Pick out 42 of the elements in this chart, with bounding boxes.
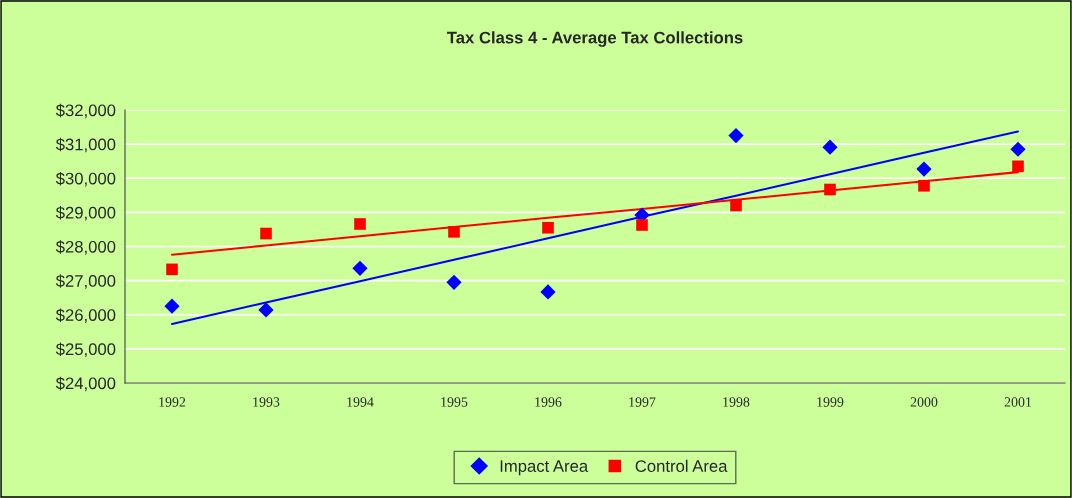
y-tick-label: $29,000 (55, 206, 116, 221)
point (352, 260, 368, 276)
y-tick-label: $30,000 (55, 171, 116, 187)
y-tick-label: $31,000 (55, 137, 116, 153)
point (448, 226, 460, 238)
legend-label: Control Area (635, 459, 728, 472)
x-tick-label: 1993 (253, 397, 280, 407)
point (446, 274, 462, 290)
point (258, 302, 274, 318)
y-tick-label: $26,000 (55, 308, 116, 323)
line-series (170, 130, 1020, 325)
x-tick-label: 1998 (723, 397, 750, 407)
point (730, 199, 742, 212)
point (822, 139, 838, 155)
x-tick-label: 2001 (1004, 397, 1032, 407)
x-tick-label: 2000 (910, 397, 938, 407)
x-tick-label: 1992 (159, 397, 186, 407)
x-tick-label: 1999 (817, 397, 844, 407)
y-tick-label: $32,000 (55, 103, 116, 119)
point (918, 179, 930, 192)
y-tick-label: $28,000 (55, 240, 116, 255)
point (542, 221, 554, 234)
x-tick-label: 1996 (535, 397, 562, 407)
y-tick-label: $25,000 (55, 342, 116, 358)
point (260, 227, 272, 240)
point (728, 127, 744, 144)
point (636, 219, 648, 231)
point (164, 298, 180, 314)
x-tick-label: 1995 (441, 397, 468, 407)
point (824, 183, 836, 196)
point (1012, 160, 1024, 173)
point (1010, 141, 1026, 157)
x-tick-label: 1994 (347, 397, 374, 407)
point (540, 284, 556, 300)
point (916, 161, 932, 177)
y-tick-label: $27,000 (55, 274, 116, 289)
y-tick-label: $24,000 (55, 376, 116, 392)
point (166, 263, 178, 276)
legend-label: Impact Area (500, 460, 589, 476)
point (354, 218, 366, 230)
x-tick-label: 1997 (629, 397, 656, 407)
chart-title: Tax Class 4 - Average Tax Collections (446, 31, 743, 47)
